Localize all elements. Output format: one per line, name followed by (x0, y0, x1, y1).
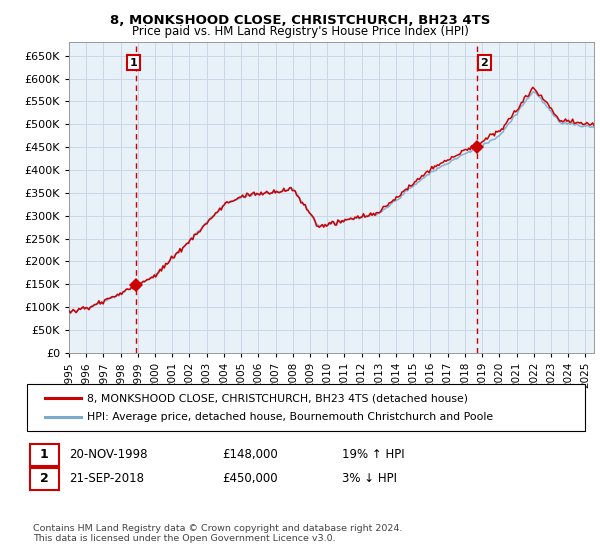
Text: 1: 1 (40, 448, 49, 461)
Text: 19% ↑ HPI: 19% ↑ HPI (342, 448, 404, 461)
Text: HPI: Average price, detached house, Bournemouth Christchurch and Poole: HPI: Average price, detached house, Bour… (87, 412, 493, 422)
Text: 21-SEP-2018: 21-SEP-2018 (69, 472, 144, 486)
Text: 3% ↓ HPI: 3% ↓ HPI (342, 472, 397, 486)
Text: £450,000: £450,000 (222, 472, 278, 486)
Text: 2: 2 (481, 58, 488, 68)
Text: 20-NOV-1998: 20-NOV-1998 (69, 448, 148, 461)
Text: 8, MONKSHOOD CLOSE, CHRISTCHURCH, BH23 4TS: 8, MONKSHOOD CLOSE, CHRISTCHURCH, BH23 4… (110, 14, 490, 27)
Text: 1: 1 (130, 58, 137, 68)
Text: £148,000: £148,000 (222, 448, 278, 461)
Text: 2: 2 (40, 472, 49, 486)
Text: Contains HM Land Registry data © Crown copyright and database right 2024.
This d: Contains HM Land Registry data © Crown c… (33, 524, 403, 543)
Text: 8, MONKSHOOD CLOSE, CHRISTCHURCH, BH23 4TS (detached house): 8, MONKSHOOD CLOSE, CHRISTCHURCH, BH23 4… (87, 393, 468, 403)
Text: Price paid vs. HM Land Registry's House Price Index (HPI): Price paid vs. HM Land Registry's House … (131, 25, 469, 38)
